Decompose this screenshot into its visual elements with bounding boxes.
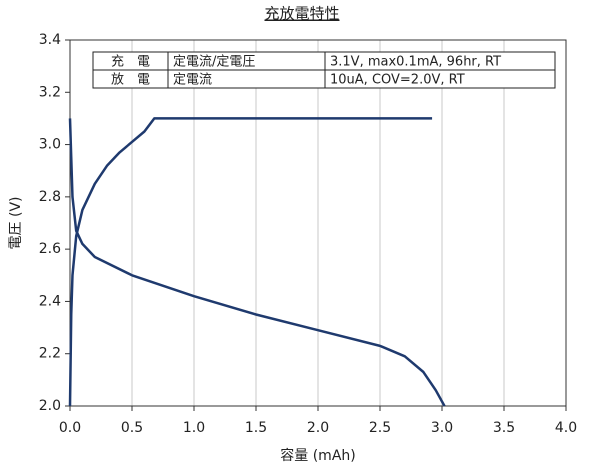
chart-title: 充放電特性 (264, 5, 339, 23)
data-line (68, 117, 433, 407)
y-tick-label: 3.2 (39, 84, 61, 100)
x-tick-label: 3.5 (493, 420, 515, 436)
plot-frame (69, 39, 567, 407)
x-tick-label: 2.5 (369, 420, 391, 436)
table-cell: 充 電 (111, 54, 150, 70)
x-tick-label: 2.0 (307, 420, 329, 436)
y-tick-label: 2.2 (39, 346, 61, 362)
x-tick-label: 1.0 (183, 420, 205, 436)
table-cell: 定電流 (173, 73, 212, 88)
x-tick-label: 4.0 (555, 420, 577, 436)
table-cell: 3.1V, max0.1mA, 96hr, RT (330, 55, 501, 70)
x-axis-label: 容量 (mAh) (280, 447, 355, 464)
x-tick-label: 0.0 (59, 420, 81, 436)
y-tick-label: 2.8 (39, 189, 61, 205)
x-tick-label: 0.5 (121, 420, 143, 436)
y-tick-label: 2.0 (39, 398, 61, 414)
table-cell: 放 電 (111, 73, 150, 88)
y-tick-label: 3.4 (39, 32, 61, 48)
y-axis-label: 電圧 (V) (8, 197, 24, 250)
y-tick-label: 2.6 (39, 241, 61, 257)
data-line (68, 118, 446, 407)
y-tick-label: 2.4 (39, 293, 61, 309)
y-tick-label: 3.0 (39, 137, 61, 153)
table-cell: 10uA, COV=2.0V, RT (330, 73, 465, 88)
x-tick-label: 1.5 (245, 420, 267, 436)
x-tick-label: 3.0 (431, 420, 453, 436)
table-cell: 定電流/定電圧 (173, 55, 255, 70)
